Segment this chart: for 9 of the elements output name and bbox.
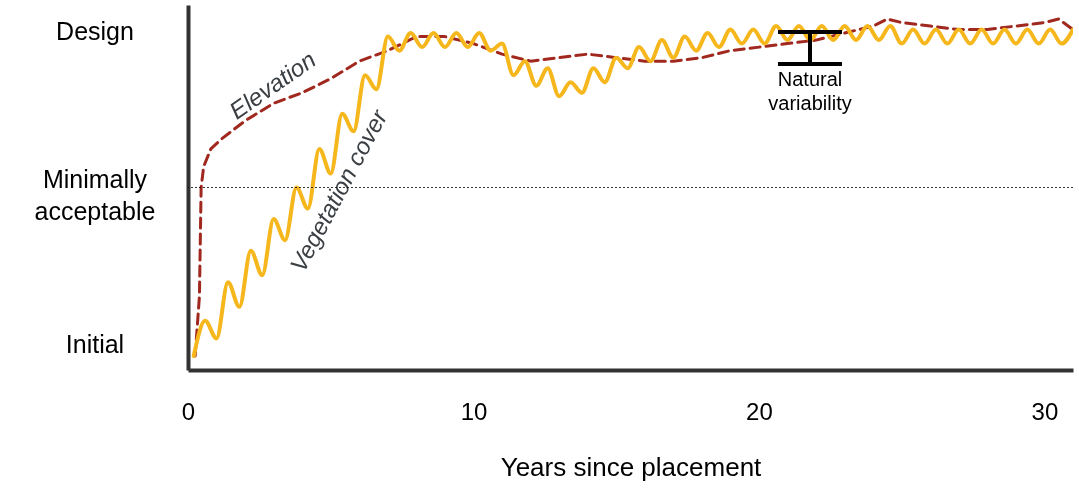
x-tick-label: 10 <box>460 397 488 425</box>
x-tick-label: 0 <box>181 397 196 425</box>
x-tick-label: 20 <box>746 397 773 425</box>
x-axis-title: Years since placement <box>500 451 763 482</box>
ref-line-label: Minimally acceptable <box>34 164 156 225</box>
text: Design <box>56 17 134 45</box>
annotation: Natural variability <box>768 68 852 114</box>
x-tick-label: 30 <box>1031 397 1059 425</box>
text: Initial <box>65 330 125 358</box>
